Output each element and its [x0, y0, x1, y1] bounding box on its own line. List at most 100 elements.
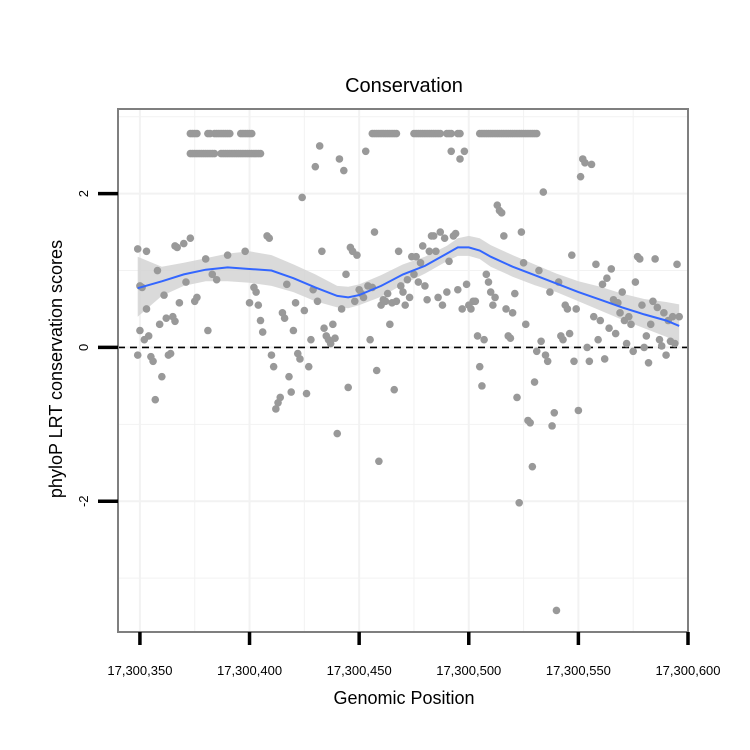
data-point [443, 288, 451, 296]
data-point [311, 162, 320, 171]
data-point [280, 314, 289, 323]
data-point [673, 260, 681, 269]
data-point [537, 337, 545, 346]
data-point [513, 393, 521, 402]
data-point [489, 301, 497, 309]
data-point [500, 232, 508, 240]
data-point [436, 228, 445, 236]
data-point [296, 355, 304, 363]
grid [118, 109, 689, 632]
data-point [223, 251, 232, 259]
data-point [289, 326, 298, 335]
data-point [136, 326, 144, 335]
data-point-capped [436, 129, 445, 138]
data-point [403, 275, 412, 284]
data-point [627, 320, 635, 329]
data-point [320, 324, 328, 332]
data-point [158, 372, 166, 381]
data-point [287, 388, 295, 396]
data-point [267, 351, 276, 359]
data-point [585, 357, 594, 366]
y-tick-label: 0 [76, 344, 91, 351]
data-point [484, 278, 493, 286]
data-point [596, 316, 605, 325]
data-point [548, 422, 556, 430]
data-point [291, 299, 300, 307]
data-point [333, 429, 342, 438]
data-point [133, 245, 142, 253]
x-tick-label: 17,300,500 [436, 663, 501, 678]
data-point [660, 309, 668, 317]
data-point [508, 309, 517, 317]
data-point [594, 335, 602, 344]
data-point [421, 282, 429, 290]
data-point [589, 312, 598, 321]
data-point [563, 305, 572, 313]
data-point [640, 343, 648, 352]
data-point [546, 288, 554, 296]
data-point [304, 362, 313, 371]
data-point [519, 259, 528, 267]
data-point [438, 301, 447, 309]
data-point [372, 366, 381, 375]
data-point [502, 305, 510, 313]
data-point [423, 295, 431, 304]
data-point [390, 385, 399, 394]
data-point [155, 320, 164, 329]
data-point [410, 270, 418, 279]
data-point [671, 339, 679, 348]
data-point [517, 228, 526, 236]
data-point [550, 409, 559, 417]
data-point [318, 247, 326, 256]
data-point [539, 188, 548, 196]
data-point [432, 247, 440, 256]
data-point [256, 316, 265, 325]
data-point [576, 172, 585, 181]
x-tick-label: 17,300,400 [217, 663, 282, 678]
confidence-band [137, 235, 680, 344]
data-point [414, 278, 423, 286]
data-point [405, 293, 414, 302]
data-point [344, 383, 352, 392]
data-point [342, 270, 350, 279]
data-point [285, 372, 293, 381]
plot-frame [117, 108, 689, 633]
data-point [649, 297, 657, 306]
data-point [276, 393, 285, 402]
data-point [337, 305, 346, 313]
data-point [386, 320, 394, 329]
data-point [412, 252, 420, 261]
data-point [153, 266, 162, 275]
data-point [629, 347, 637, 356]
data-point [592, 260, 600, 269]
data-point [307, 335, 315, 344]
data-point [175, 299, 184, 307]
data-point [565, 329, 574, 338]
data-point [454, 285, 462, 294]
data-point [397, 282, 405, 290]
y-axis-title: phyloP LRT conservation scores [46, 240, 66, 498]
chart-title: Conservation [345, 75, 463, 97]
data-point [451, 229, 460, 238]
data-point [254, 301, 263, 309]
data-point [473, 332, 482, 340]
data-point [559, 335, 567, 344]
x-axis-title: Genomic Position [333, 688, 474, 708]
data-point [399, 288, 407, 296]
data-point [193, 293, 201, 302]
data-point [631, 278, 640, 286]
data-point-capped [447, 129, 456, 138]
data-point [416, 259, 425, 267]
data-point [272, 405, 280, 413]
data-point [603, 274, 611, 283]
x-tick-label: 17,300,450 [327, 663, 392, 678]
data-point [572, 305, 580, 313]
data-point [583, 343, 591, 352]
data-point [570, 357, 578, 366]
data-point [642, 332, 651, 340]
x-tick-label: 17,300,600 [655, 663, 720, 678]
data-point [530, 378, 539, 386]
data-point [480, 335, 488, 344]
data-point [370, 228, 379, 236]
data-point [618, 288, 627, 296]
